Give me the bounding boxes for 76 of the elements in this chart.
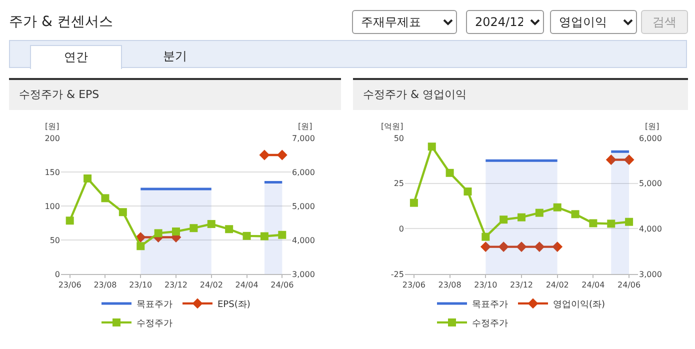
y-tick-label: 25	[394, 179, 404, 188]
y-tick-label: 0	[54, 270, 60, 279]
point	[278, 230, 286, 239]
point	[190, 224, 198, 232]
x-tick-label: 23/06	[58, 280, 82, 290]
text: 연간	[30, 45, 122, 69]
x-tick-label: 23/10	[129, 280, 152, 290]
point	[625, 218, 634, 226]
legend-label: 목표주가	[472, 300, 508, 310]
x-tick-label: 24/06	[618, 280, 641, 290]
point	[260, 232, 268, 240]
chart-title: 수정주가 & 영업이익	[353, 80, 688, 110]
point	[535, 208, 544, 217]
y-tick-label: 100	[44, 202, 60, 211]
y2-tick-label: 4,000	[292, 236, 315, 245]
point	[518, 213, 526, 222]
x-tick-label: 23/08	[94, 280, 117, 290]
y2-tick-label: 3,000	[639, 270, 662, 279]
text: 주재무제표	[352, 10, 457, 34]
legend-label: 목표주가	[136, 300, 172, 310]
x-tick-label: 23/10	[474, 280, 498, 290]
y2-tick-label: 5,000	[292, 202, 315, 211]
y-tick-label: 50	[394, 134, 404, 143]
y2-tick-label: 4,000	[639, 224, 662, 234]
y2-axis-title: [원]	[298, 122, 312, 131]
chart-title: 수정주가 & EPS	[9, 80, 341, 110]
x-tick-label: 24/02	[546, 280, 569, 290]
text: 분기	[162, 48, 188, 65]
y2-tick-label: 3,000	[292, 270, 315, 279]
y-tick-label: 200	[44, 134, 60, 143]
y-axis-title: [원]	[45, 122, 60, 131]
point	[136, 242, 145, 250]
y-tick-label: 150	[44, 168, 60, 177]
point	[154, 229, 162, 238]
point	[464, 187, 472, 196]
text: 검색	[641, 10, 688, 34]
x-tick-label: 23/12	[164, 280, 188, 290]
x-tick-label: 23/08	[438, 280, 462, 290]
text: 주가 & 컨센서스	[9, 13, 113, 31]
point	[101, 194, 110, 202]
x-tick-label: 24/02	[200, 280, 223, 290]
point	[500, 216, 508, 224]
point	[118, 208, 127, 216]
x-tick-label: 24/04	[582, 280, 605, 290]
x-tick-label: 23/06	[402, 280, 426, 290]
point	[428, 142, 436, 151]
text: 영업이익	[550, 10, 637, 34]
legend-label: EPS(좌)	[218, 300, 250, 310]
point	[242, 232, 251, 240]
point	[553, 203, 562, 212]
point	[66, 216, 74, 225]
point	[607, 220, 616, 228]
x-tick-label: 23/12	[510, 280, 534, 290]
y-axis-title: [억원]	[381, 122, 404, 131]
x-tick-label: 24/06	[270, 280, 294, 290]
legend-label: 영업이익(좌)	[553, 300, 606, 310]
x-tick-label: 24/04	[235, 280, 258, 290]
y2-tick-label: 5,000	[639, 179, 662, 188]
point	[589, 219, 598, 228]
y-tick-label: 0	[398, 224, 404, 234]
y-tick-label: 50	[50, 236, 60, 245]
point	[571, 210, 580, 218]
y2-tick-label: 6,000	[639, 134, 662, 143]
y2-axis-title: [원]	[645, 122, 660, 131]
y2-tick-label: 7,000	[292, 134, 315, 143]
point	[410, 198, 418, 207]
legend-label: 수정주가	[472, 318, 508, 329]
point	[225, 225, 234, 234]
point	[482, 232, 490, 241]
point	[172, 228, 180, 236]
point	[207, 220, 216, 228]
y-tick-label: -25	[390, 270, 404, 279]
point	[446, 168, 454, 177]
point	[84, 174, 92, 182]
legend-label: 수정주가	[136, 318, 172, 329]
y2-tick-label: 6,000	[292, 168, 315, 177]
